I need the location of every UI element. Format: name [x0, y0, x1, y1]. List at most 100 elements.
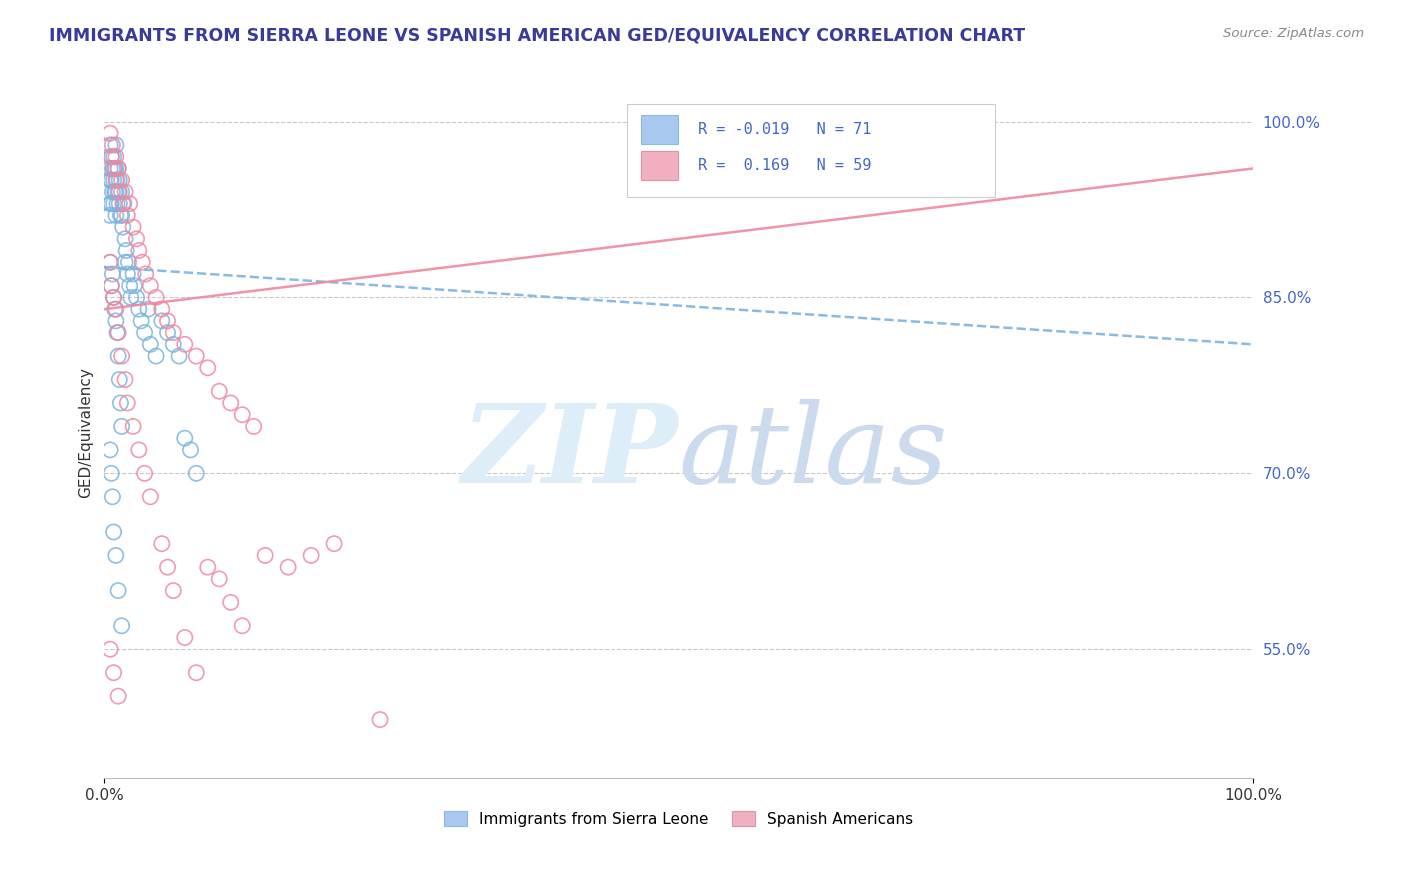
- Point: [111, 196, 134, 211]
- Point: [104, 314, 127, 328]
- Point: [107, 161, 129, 176]
- Point: [167, 349, 190, 363]
- Point: [139, 337, 162, 351]
- Point: [128, 302, 150, 317]
- Point: [186, 349, 208, 363]
- Point: [104, 150, 127, 164]
- Point: [208, 384, 231, 399]
- Point: [104, 173, 127, 187]
- Point: [107, 185, 129, 199]
- Point: [118, 278, 141, 293]
- Point: [108, 196, 131, 211]
- Point: [103, 290, 125, 304]
- Point: [277, 560, 299, 574]
- Point: [98, 161, 121, 176]
- Legend: Immigrants from Sierra Leone, Spanish Americans: Immigrants from Sierra Leone, Spanish Am…: [439, 805, 920, 833]
- Point: [98, 208, 121, 222]
- Point: [104, 302, 127, 317]
- Point: [208, 572, 231, 586]
- Y-axis label: GED/Equivalency: GED/Equivalency: [79, 367, 93, 498]
- Point: [100, 150, 122, 164]
- Point: [103, 524, 125, 539]
- Text: ZIP: ZIP: [463, 400, 679, 507]
- Point: [128, 244, 150, 258]
- Point: [254, 549, 277, 563]
- Point: [104, 302, 127, 317]
- Point: [98, 255, 121, 269]
- Point: [117, 208, 139, 222]
- Point: [128, 442, 150, 457]
- Point: [118, 196, 141, 211]
- Point: [231, 408, 253, 422]
- Point: [98, 126, 121, 140]
- Point: [100, 150, 122, 164]
- Point: [104, 208, 127, 222]
- Point: [110, 173, 132, 187]
- Point: [122, 267, 145, 281]
- Point: [180, 442, 202, 457]
- Point: [117, 267, 139, 281]
- Point: [104, 549, 127, 563]
- Point: [107, 349, 129, 363]
- Point: [104, 161, 127, 176]
- Point: [122, 278, 145, 293]
- Point: [103, 290, 125, 304]
- Text: R = -0.019   N = 71: R = -0.019 N = 71: [699, 122, 872, 137]
- Point: [98, 173, 121, 187]
- Text: Source: ZipAtlas.com: Source: ZipAtlas.com: [1223, 27, 1364, 40]
- Text: IMMIGRANTS FROM SIERRA LEONE VS SPANISH AMERICAN GED/EQUIVALENCY CORRELATION CHA: IMMIGRANTS FROM SIERRA LEONE VS SPANISH …: [49, 27, 1025, 45]
- Point: [104, 185, 127, 199]
- Point: [139, 278, 162, 293]
- Point: [110, 396, 132, 410]
- Point: [173, 631, 195, 645]
- Point: [103, 150, 125, 164]
- Point: [98, 442, 121, 457]
- Point: [107, 583, 129, 598]
- Point: [108, 185, 131, 199]
- Point: [98, 138, 121, 153]
- Point: [122, 220, 145, 235]
- Point: [139, 490, 162, 504]
- Point: [173, 431, 195, 445]
- Point: [104, 185, 127, 199]
- Point: [105, 173, 128, 187]
- Point: [111, 220, 134, 235]
- Point: [114, 372, 136, 386]
- FancyBboxPatch shape: [641, 152, 678, 180]
- Point: [186, 665, 208, 680]
- Point: [162, 337, 184, 351]
- Point: [110, 208, 132, 222]
- Point: [107, 689, 129, 703]
- Point: [219, 595, 242, 609]
- Point: [368, 713, 391, 727]
- Point: [98, 196, 121, 211]
- Point: [156, 314, 179, 328]
- Point: [101, 267, 124, 281]
- Point: [101, 138, 124, 153]
- Point: [136, 302, 159, 317]
- FancyBboxPatch shape: [641, 115, 678, 145]
- Point: [186, 467, 208, 481]
- Point: [156, 326, 179, 340]
- Point: [98, 255, 121, 269]
- Point: [197, 360, 219, 375]
- Point: [103, 161, 125, 176]
- Point: [104, 138, 127, 153]
- Point: [299, 549, 322, 563]
- Point: [129, 314, 152, 328]
- Point: [112, 196, 135, 211]
- Point: [117, 396, 139, 410]
- Point: [108, 173, 131, 187]
- Point: [105, 196, 128, 211]
- Point: [100, 278, 122, 293]
- Point: [114, 255, 136, 269]
- Point: [107, 161, 129, 176]
- Point: [101, 185, 124, 199]
- Point: [125, 232, 148, 246]
- Point: [104, 161, 127, 176]
- Point: [108, 372, 131, 386]
- Point: [122, 419, 145, 434]
- Point: [120, 290, 142, 304]
- Point: [103, 665, 125, 680]
- Point: [125, 290, 148, 304]
